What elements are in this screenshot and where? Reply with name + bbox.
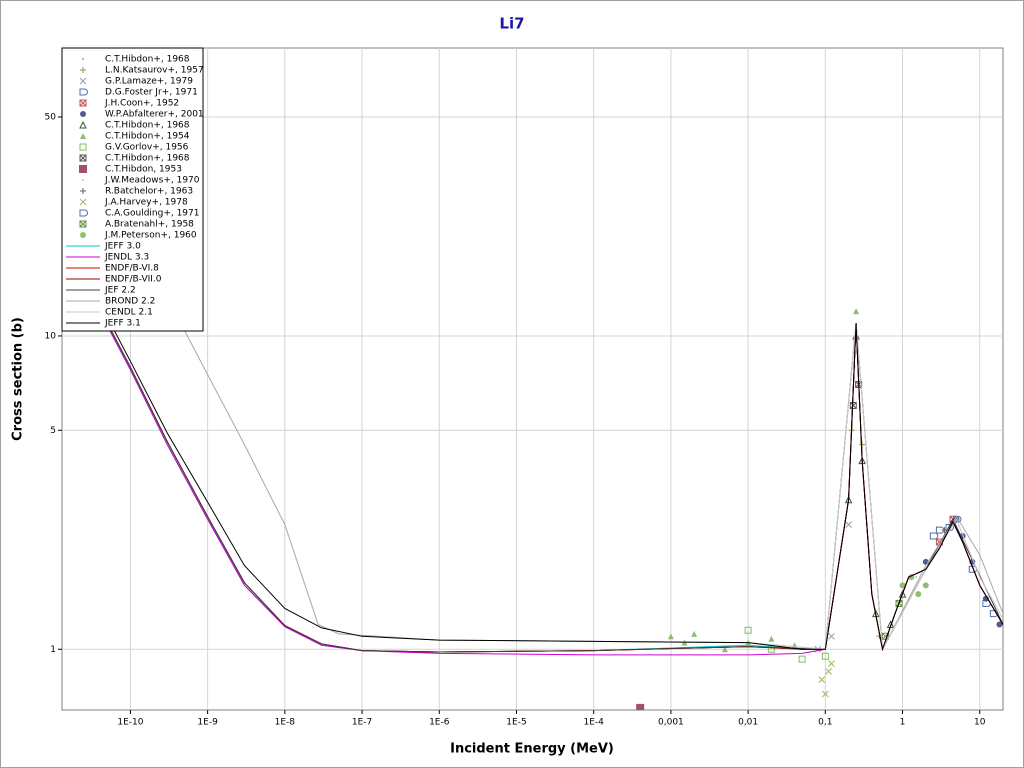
y-tick-label: 1 [50,645,56,655]
legend-label: C.A.Goulding+, 1971 [105,209,200,219]
marker [849,401,857,409]
legend-label: C.T.Hibdon+, 1968 [105,121,190,131]
marker [79,77,87,85]
legend-label: L.N.Katsaurov+, 1957 [105,66,204,76]
x-tick-label: 1 [900,718,906,728]
marker [79,99,87,107]
plot-area [61,47,1004,711]
y-axis-label: Cross section (b) [11,317,26,441]
marker [821,652,829,660]
marker [828,632,835,640]
marker [915,591,922,598]
marker [996,621,1003,628]
legend-label: A.Bratenahl+, 1958 [105,220,194,230]
marker [80,232,86,238]
x-tick-label: 1E-4 [583,718,604,728]
legend-label: JENDL 3.3 [104,253,149,263]
legend-label: C.T.Hibdon+, 1968 [105,55,190,65]
marker [80,133,86,139]
marker [744,626,752,634]
x-tick-label: 1E-5 [506,718,526,728]
marker [79,165,87,173]
marker [828,660,835,667]
marker [80,111,86,117]
legend-label: D.G.Foster Jr+, 1971 [105,88,198,98]
marker [935,526,945,534]
marker [667,633,674,640]
y-tick-label: 5 [50,426,56,436]
legend-label: R.Batchelor+, 1963 [105,187,193,197]
marker [79,154,87,162]
marker [79,220,87,228]
x-tick-label: 1E-7 [352,718,372,728]
marker [79,120,87,129]
marker [80,188,86,194]
marker [821,690,829,698]
legend-label: G.P.Lamaze+, 1979 [105,77,193,87]
chart-title: Li7 [499,15,524,33]
plot-content [106,241,1003,710]
x-tick-label: 0,1 [818,718,832,728]
legend-label: BROND 2.2 [105,297,155,307]
legend-label: G.V.Gorlov+, 1956 [105,143,189,153]
legend-label: J.H.Coon+, 1952 [104,99,179,109]
marker [915,576,918,579]
marker [899,582,906,589]
x-axis-label: Incident Energy (MeV) [450,742,614,757]
legend-label: JEF 2.2 [104,286,136,296]
marker [79,209,88,217]
legend-label: JEFF 3.1 [104,319,141,329]
legend-label: ENDF/B-VII.0 [105,275,162,285]
marker [82,179,84,181]
y-tick-label: 50 [45,112,57,122]
legend-label: JEFF 3.0 [104,242,141,252]
marker [80,67,86,73]
marker [825,668,832,675]
marker [845,521,852,528]
marker [929,532,939,540]
marker [853,308,860,315]
marker [82,58,84,60]
legend-label: W.P.Abfalterer+, 2001 [105,110,204,120]
x-tick-label: 1E-9 [197,718,218,728]
legend-label: C.T.Hibdon+, 1968 [105,154,190,164]
marker [681,639,688,646]
marker [798,655,806,663]
marker [79,88,88,96]
legend-label: J.M.Peterson+, 1960 [104,231,197,241]
marker [818,676,826,683]
marker [79,143,87,151]
legend-label: J.W.Meadows+, 1970 [104,176,200,186]
legend-label: C.T.Hibdon+, 1954 [105,132,190,142]
marker [636,703,645,710]
marker [768,635,775,642]
marker [767,645,775,653]
x-tick-label: 0,01 [738,718,758,728]
legend-label: J.A.Harvey+, 1978 [104,198,188,208]
x-tick-label: 0,001 [658,718,684,728]
series-line [106,316,1003,652]
y-tick-label: 10 [45,331,57,341]
legend-label: C.T.Hibdon, 1953 [105,165,182,175]
x-tick-label: 10 [974,718,986,728]
x-tick-label: 1E-8 [275,718,296,728]
marker [721,646,728,653]
x-tick-label: 1E-6 [429,718,450,728]
marker [922,582,929,589]
x-tick-label: 1E-10 [117,718,143,728]
legend-label: CENDL 2.1 [105,308,153,318]
marker [859,441,866,448]
marker [79,198,87,206]
marker [898,589,907,598]
legend-label: ENDF/B-VI.8 [105,264,159,274]
marker [691,630,698,637]
